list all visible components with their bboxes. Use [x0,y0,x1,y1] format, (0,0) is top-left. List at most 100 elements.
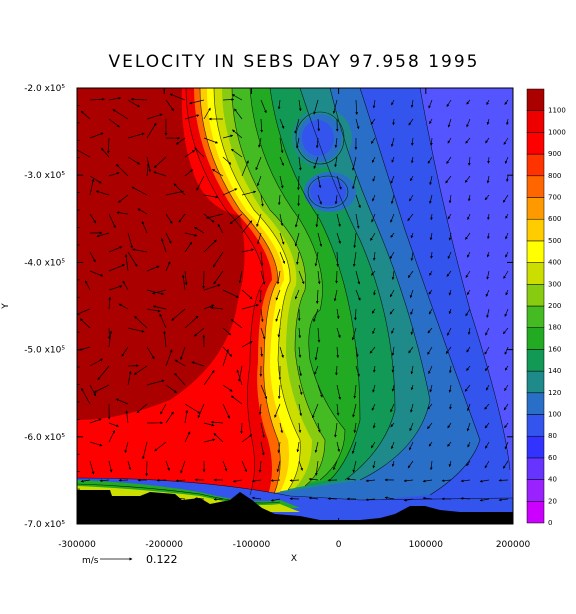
velocity-arrow [165,460,170,471]
velocity-arrow [410,137,414,146]
velocity-arrow [429,232,433,241]
velocity-arrow [241,220,253,234]
velocity-arrow [448,460,452,468]
colorbar-label: 700 [548,194,561,202]
velocity-arrow [152,305,167,310]
colorbar-label: 0 [548,519,552,527]
velocity-arrow [372,194,376,202]
velocity-arrow [84,280,91,291]
velocity-arrow [353,422,357,434]
x-tick-label: 0 [336,540,342,550]
velocity-arrow [222,348,229,367]
velocity-arrow [336,327,341,339]
velocity-arrow [298,346,302,358]
colorbar-label: 140 [548,367,561,375]
velocity-arrow [175,137,186,145]
velocity-arrow [334,137,338,148]
velocity-arrow [99,479,110,482]
velocity-arrow [355,213,360,229]
velocity-arrow [127,132,145,139]
velocity-arrow [504,308,509,317]
velocity-arrow [485,384,490,391]
velocity-arrow [371,441,376,449]
velocity-arrow [484,422,490,429]
velocity-arrow [428,365,433,375]
velocity-arrow [217,223,224,234]
velocity-arrow [308,496,319,500]
velocity-arrow [336,175,342,190]
velocity-arrow [314,441,319,453]
velocity-arrow [203,284,221,291]
velocity-arrow [241,434,253,443]
velocity-arrow [333,460,338,471]
velocity-arrow [409,175,414,182]
velocity-arrow [336,232,341,244]
velocity-arrow [335,365,338,376]
velocity-arrow [89,384,97,397]
velocity-arrow [336,346,340,359]
velocity-arrow [108,246,123,253]
velocity-arrow [127,99,141,108]
velocity-arrow [257,232,262,245]
velocity-arrow [279,175,284,189]
velocity-arrow [448,308,452,315]
velocity-arrow [194,147,205,158]
velocity-arrow [276,270,281,285]
velocity-arrow [428,289,433,295]
velocity-arrow [484,346,490,355]
velocity-arrow [390,137,395,147]
velocity-arrow [279,346,284,358]
velocity-arrow [127,327,145,333]
velocity-arrow [464,384,471,392]
velocity-arrow [466,251,471,258]
velocity-arrow [428,441,433,447]
velocity-arrow [391,384,395,392]
velocity-arrow [258,403,262,415]
velocity-arrow [222,134,234,139]
velocity-arrow [184,403,201,414]
velocity-arrow [464,175,471,183]
velocity-arrow [391,327,395,334]
velocity-arrow [390,175,395,184]
velocity-arrow [112,109,129,120]
velocity-arrow [260,384,268,400]
velocity-arrow [108,422,120,427]
velocity-arrow [260,441,265,456]
velocity-arrow [506,175,509,183]
velocity-arrow [184,169,194,177]
velocity-arrow [365,498,376,502]
reference-vector-value: 0.122 [146,553,178,566]
velocity-arrow [317,270,321,285]
velocity-arrow [484,403,490,410]
velocity-arrow [298,99,302,112]
velocity-arrow [486,175,490,184]
velocity-arrow [203,194,219,199]
velocity-arrow [467,327,471,335]
colorbar-swatch [526,479,545,502]
velocity-arrow [410,365,414,375]
velocity-arrow [146,289,165,296]
velocity-arrow [484,365,490,372]
velocity-arrow [372,327,376,335]
velocity-arrow [160,238,167,253]
velocity-arrow [317,175,322,189]
velocity-arrow [371,308,376,314]
velocity-arrow [445,175,452,184]
velocity-arrow [108,118,120,128]
velocity-arrow [241,304,259,310]
velocity-arrow [108,296,112,310]
velocity-arrow [486,99,490,106]
velocity-arrow [390,213,395,223]
velocity-arrow [390,232,395,238]
velocity-arrow [222,403,230,419]
velocity-arrow [315,137,319,149]
colorbar: 0 20 40 60 80 100 120 140 160 180 200 300 400 500 600 7… [526,88,566,527]
velocity-arrow [392,118,395,126]
velocity-arrow [390,422,395,428]
velocity-arrow [410,232,414,239]
velocity-arrow [369,346,376,354]
velocity-arrow [203,422,215,427]
colorbar-label: 40 [548,476,557,484]
velocity-arrow [408,118,414,126]
velocity-arrow [503,137,509,145]
